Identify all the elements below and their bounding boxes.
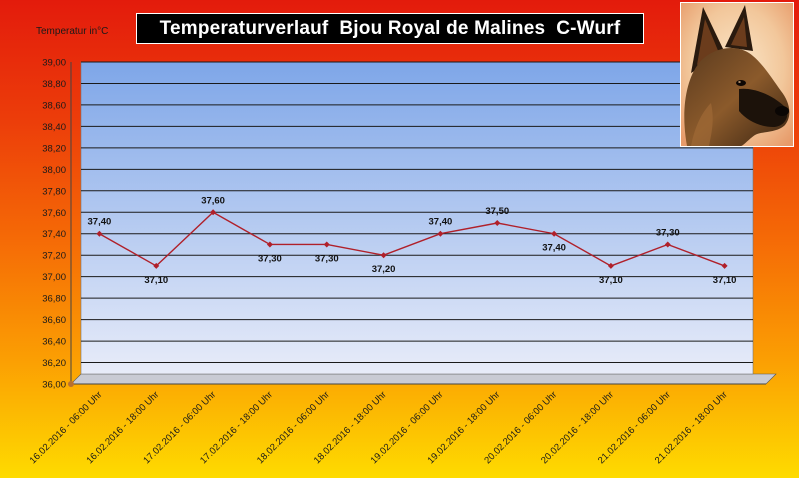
y-tick-label: 36,80	[42, 294, 66, 305]
y-tick-label: 38,60	[42, 100, 66, 111]
axis-origin-marker	[68, 381, 74, 387]
plot-floor	[70, 373, 777, 385]
y-tick-label: 36,40	[42, 337, 66, 348]
data-point	[664, 241, 671, 248]
y-tick-label: 38,40	[42, 122, 66, 133]
data-point	[210, 209, 217, 216]
data-point	[437, 230, 444, 237]
y-tick-label: 38,00	[42, 165, 66, 176]
y-tick-label: 36,60	[42, 315, 66, 326]
y-axis-ticks: 36,00 36,20 36,40 36,60 36,80 37,00 37,20 37,40…	[42, 58, 66, 391]
y-tick-label: 37,60	[42, 208, 66, 219]
data-label: 37,40	[542, 243, 566, 254]
data-point	[153, 262, 160, 269]
data-label: 37,30	[315, 253, 339, 264]
data-label: 37,60	[201, 195, 225, 206]
y-tick-label: 36,20	[42, 358, 66, 369]
data-label: 37,10	[144, 275, 168, 286]
plot-area	[80, 61, 754, 375]
data-label: 37,40	[429, 217, 453, 228]
y-tick-label: 38,20	[42, 143, 66, 154]
y-tick-label: 37,20	[42, 251, 66, 262]
data-point	[607, 262, 614, 269]
data-labels: 37,40 37,10 37,60 37,30 37,30 37,20 37,40 37,50…	[88, 195, 737, 286]
y-tick-label: 36,00	[42, 380, 66, 391]
gridlines	[81, 61, 753, 364]
y-tick-label: 38,80	[42, 79, 66, 90]
data-label: 37,50	[485, 206, 509, 217]
data-point	[494, 220, 501, 226]
data-label: 37,10	[599, 275, 623, 286]
chart-title: Temperaturverlauf Bjou Royal de Malines …	[136, 13, 644, 44]
y-tick-label: 39,00	[42, 58, 66, 69]
y-tick-label: 37,80	[42, 186, 66, 197]
y-axis-label: Temperatur in°C	[36, 26, 108, 37]
data-label: 37,10	[713, 275, 737, 286]
series-line	[99, 211, 725, 267]
data-label: 37,30	[258, 253, 282, 264]
y-tick-label: 37,40	[42, 229, 66, 240]
data-point	[266, 241, 273, 248]
y-tick-label: 37,00	[42, 272, 66, 283]
data-label: 37,40	[88, 217, 112, 228]
data-label: 37,30	[656, 227, 680, 238]
series-temperatur	[96, 209, 728, 269]
dog-portrait-icon	[680, 2, 794, 147]
data-label: 37,20	[372, 264, 396, 275]
data-point	[551, 230, 558, 237]
data-point	[380, 252, 387, 259]
data-point	[96, 230, 103, 237]
data-point	[721, 262, 728, 269]
data-point	[323, 241, 330, 248]
